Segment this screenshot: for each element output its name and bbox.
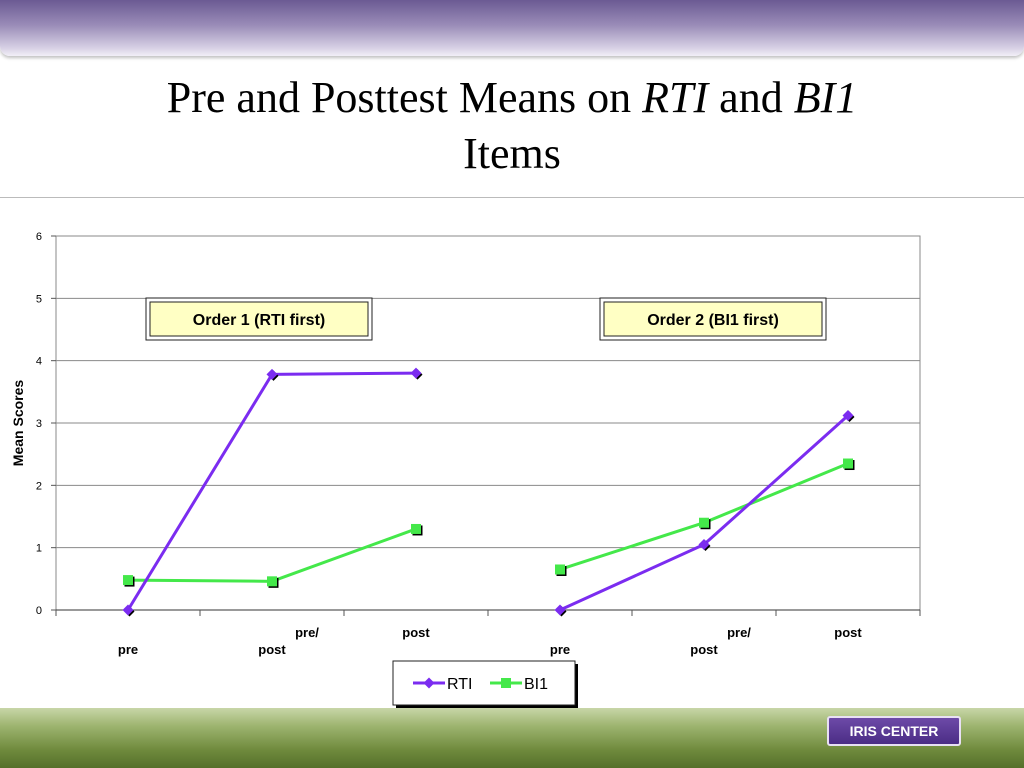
y-tick-label: 3 — [36, 418, 42, 430]
data-point — [842, 410, 854, 422]
legend — [392, 660, 576, 706]
y-tick-label: 4 — [36, 356, 42, 368]
group-label: Order 2 (BI1 first) — [647, 312, 779, 329]
legend-label: RTI — [447, 676, 472, 693]
y-axis-label: Mean Scores — [10, 380, 26, 467]
slide-title-line2: Items — [463, 129, 561, 178]
data-point — [123, 575, 133, 586]
x-tick-label: post — [402, 625, 430, 640]
data-point — [699, 517, 709, 528]
group-label-box — [149, 301, 369, 337]
x-tick-label: post — [690, 642, 718, 657]
group-label: Order 1 (RTI first) — [193, 312, 325, 329]
x-tick-label: pre — [118, 642, 138, 657]
x-tick-label: pre/ — [727, 625, 751, 640]
y-tick-label: 2 — [36, 480, 42, 492]
iris-center-badge: IRIS CENTER — [827, 716, 961, 746]
group-label-box — [603, 301, 823, 337]
legend-swatch-marker — [501, 678, 511, 688]
data-point — [410, 367, 422, 379]
legend-label: BI1 — [524, 676, 548, 693]
data-point — [555, 564, 565, 575]
title-and: and — [708, 73, 794, 122]
data-point — [411, 523, 421, 534]
title-bi1: BI1 — [793, 73, 858, 122]
data-point — [122, 604, 134, 616]
line-chart: 0 1 2 3 4 5 6 Mean Scores pre pre/post post pre pre/… — [10, 231, 921, 708]
data-point — [554, 604, 566, 616]
top-decorative-band — [0, 0, 1024, 56]
y-tick-label: 5 — [36, 293, 42, 305]
x-tick-label: pre — [550, 642, 570, 657]
x-tick-label: post — [258, 642, 286, 657]
x-tick-label: pre/ — [295, 625, 319, 640]
slide-title: Pre and Posttest Means on RTI and BI1 It… — [0, 70, 1024, 182]
data-point — [843, 458, 853, 469]
y-tick-label: 1 — [36, 543, 42, 555]
y-tick-label: 6 — [36, 231, 42, 243]
data-point — [266, 368, 278, 380]
x-tick-label: post — [834, 625, 862, 640]
data-point — [267, 576, 277, 587]
slide-title-line1: Pre and Posttest Means on RTI and BI1 — [0, 70, 1024, 126]
y-tick-label: 0 — [36, 605, 42, 617]
title-rti: RTI — [642, 73, 709, 122]
legend-swatch-marker — [423, 677, 435, 689]
title-text: Pre and Posttest Means on — [166, 73, 643, 122]
chart-area: 0 1 2 3 4 5 6 Mean Scores pre pre/post post pre pre/… — [0, 197, 1024, 710]
data-point — [698, 539, 710, 551]
